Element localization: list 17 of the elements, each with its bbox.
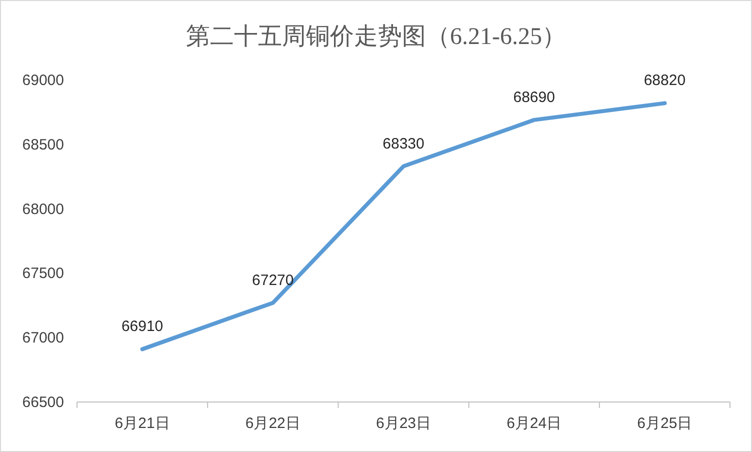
- y-tick-label: 69000: [22, 72, 64, 89]
- data-label: 67270: [252, 272, 294, 289]
- chart-title: 第二十五周铜价走势图（6.21-6.25）: [186, 24, 566, 50]
- x-tick-label: 6月21日: [114, 415, 170, 432]
- y-tick-label: 66500: [22, 394, 64, 411]
- y-tick-label: 67500: [22, 265, 64, 282]
- data-label: 68690: [513, 88, 555, 106]
- x-tick-label: 6月24日: [506, 415, 562, 432]
- x-tick-label: 6月23日: [376, 415, 432, 432]
- y-tick-label: 68500: [22, 136, 64, 154]
- x-tick-label: 6月22日: [245, 415, 300, 432]
- y-tick-label: 67000: [22, 330, 64, 347]
- data-label: 68330: [382, 135, 424, 152]
- data-label: 66910: [121, 318, 164, 336]
- x-tick-label: 6月25日: [637, 415, 692, 432]
- data-label: 68820: [644, 72, 686, 90]
- y-tick-label: 68000: [22, 200, 64, 218]
